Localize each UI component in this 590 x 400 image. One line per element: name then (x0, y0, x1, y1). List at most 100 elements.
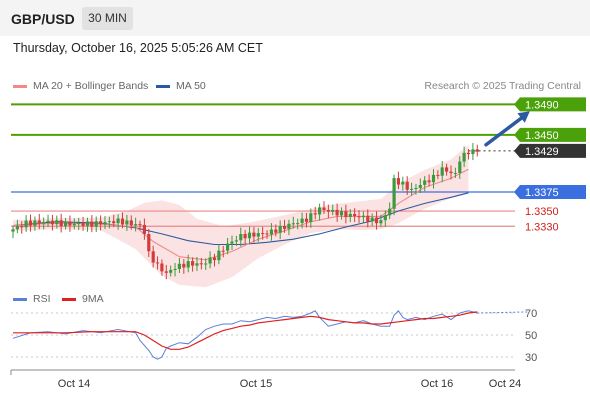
forecast-arrow-head (517, 111, 530, 123)
candle-body (269, 229, 273, 235)
candle-body (155, 262, 160, 264)
time-axis: Oct 14 Oct 15 Oct 16 Oct 24 (10, 369, 521, 390)
candle-body (125, 220, 129, 225)
candle-body (42, 221, 46, 224)
level-value-1.3375: 1.3375 (525, 187, 559, 199)
candle-body (449, 171, 453, 174)
level-tag-1.3450: 1.3450 (514, 127, 586, 142)
ma9-label: 9MA (82, 293, 104, 305)
candle-body (37, 220, 41, 224)
candle-body (212, 257, 217, 261)
candle-body (20, 226, 24, 228)
candle-body (11, 229, 15, 232)
candle-body (94, 221, 98, 227)
candle-body (15, 226, 19, 230)
candle-body (120, 218, 125, 225)
candle-body (116, 218, 120, 224)
candle-body (252, 232, 256, 237)
candle-body (247, 232, 252, 239)
level-tag-box (514, 97, 586, 112)
candle-body (274, 229, 278, 233)
rsi-label: RSI (33, 293, 51, 305)
candle-body (296, 223, 300, 225)
candle-body (77, 223, 81, 225)
candle-body (195, 263, 199, 266)
candle-body (129, 220, 133, 226)
legend-9ma: 9MA (62, 293, 104, 305)
candle-body (208, 257, 212, 264)
candle-body (164, 271, 168, 273)
candle-body (287, 223, 291, 229)
candle-body (173, 269, 177, 270)
time-tick-oct-15: Oct 15 (240, 378, 272, 390)
candle-body (436, 174, 440, 176)
candle-body (388, 208, 392, 216)
candle-body (309, 213, 313, 222)
level-tag-1.3375: 1.3375 (514, 185, 586, 199)
candle-body (304, 218, 309, 222)
candle-body (405, 181, 409, 190)
rsi-tick-30: 30 (525, 352, 537, 364)
candle-body (331, 209, 335, 212)
candle-body (396, 178, 400, 185)
candle-body (103, 222, 107, 225)
candle-body (90, 221, 94, 227)
bollinger-bands (13, 144, 469, 288)
candle-body (28, 220, 33, 226)
candle-body (134, 224, 138, 226)
candle-body (160, 263, 164, 272)
candle-body (278, 226, 282, 233)
candle-body (64, 221, 68, 227)
candle-body (291, 223, 295, 225)
candle-body (348, 213, 352, 217)
level-value-1.3450: 1.3450 (525, 130, 559, 142)
candle-body (226, 243, 230, 251)
candle-body (313, 213, 317, 215)
candle-body (199, 263, 203, 265)
candle-body (453, 172, 457, 174)
ma50-swatch (156, 84, 170, 88)
candle-body (68, 221, 72, 226)
level-tag-1.3490: 1.3490 (514, 97, 586, 112)
time-tick-oct-14: Oct 14 (58, 378, 90, 390)
candle-body (107, 221, 111, 223)
candle-body (361, 215, 365, 218)
level-value-1.3350: 1.3350 (525, 206, 559, 218)
candle-body (151, 251, 155, 263)
level-value-1.3330: 1.3330 (525, 221, 559, 233)
candle-body (383, 215, 387, 221)
candle-body (217, 250, 221, 261)
candle-body (234, 240, 238, 242)
candle-body (431, 174, 436, 183)
candle-body (357, 216, 361, 218)
candle-body (339, 211, 344, 216)
candle-body (261, 233, 265, 235)
candle-body (322, 207, 326, 210)
candle-body (440, 167, 444, 176)
timestamp: Thursday, October 16, 2025 5:05:26 AM CE… (13, 41, 263, 55)
candle-body (471, 149, 475, 155)
candle-body (186, 261, 190, 268)
legend-rsi: RSI (13, 293, 51, 305)
candle-body (256, 233, 260, 237)
candle-body (138, 224, 142, 226)
candle-body (370, 217, 374, 222)
rsi-line (12, 310, 478, 360)
candle-body (458, 161, 462, 173)
level-tag-1.3429: 1.3429 (514, 143, 586, 158)
candle-body (33, 220, 37, 226)
candle-body (243, 234, 247, 239)
candle-body (466, 152, 471, 155)
candle-body (445, 167, 449, 172)
candle-body (318, 207, 322, 215)
candle-body (401, 181, 405, 185)
rsi-9ma-line (13, 311, 478, 350)
candle-body (353, 213, 357, 217)
level-tags: 1.3490 1.3450 1.3429 1.3375 1.3350 1.3330 (514, 97, 586, 233)
timeframe-button[interactable]: 30 MIN (82, 7, 133, 30)
rsi-tick-50: 50 (525, 330, 537, 342)
candle-body (475, 149, 479, 152)
candle-body (72, 223, 76, 226)
candle-body (112, 221, 116, 224)
candle-body (379, 220, 383, 224)
